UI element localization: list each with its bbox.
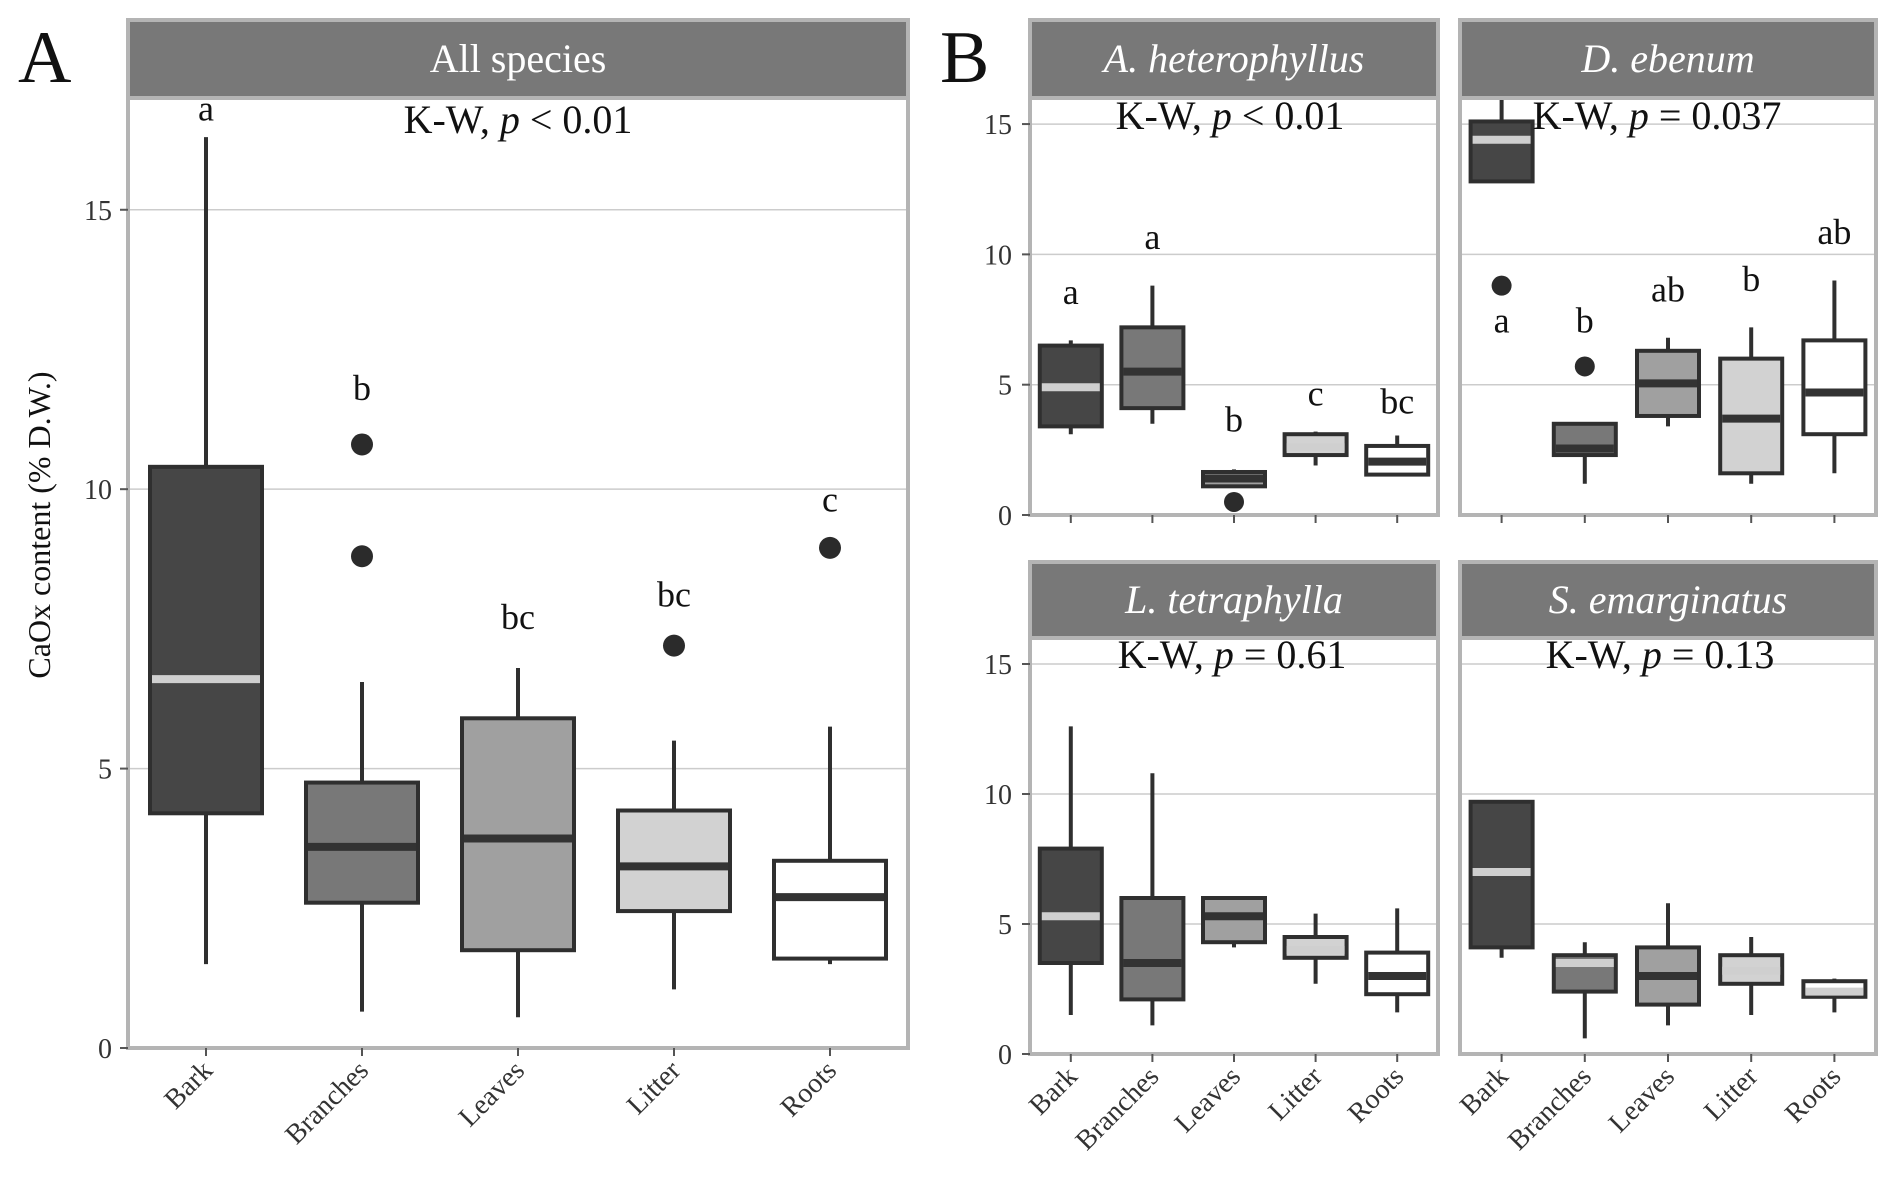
facet-title: A. heterophyllus [1101,36,1365,81]
significance-letter: bc [657,575,691,615]
box-leaves [460,716,576,953]
kruskal-wallis-annotation: K-W, p = 0.61 [1118,632,1347,677]
y-tick-label: 5 [998,910,1012,941]
facet-strip [1458,18,1878,100]
significance-letter: bc [1380,381,1414,421]
significance-letter: b [1576,301,1594,341]
y-tick-label: 0 [98,1034,112,1065]
box-bark [1468,119,1535,184]
box-roots [1801,338,1868,437]
significance-letter: ab [1817,212,1851,252]
significance-letter: bc [501,597,535,637]
y-tick-label: 15 [984,650,1012,681]
outlier-point [1491,275,1512,296]
outlier-point [351,433,373,456]
y-tick-label: 10 [984,780,1012,811]
kruskal-wallis-annotation: K-W, p = 0.13 [1546,632,1775,677]
panel-letter-a: A [18,17,71,99]
y-tick-label: 10 [84,475,112,506]
significance-letter: a [1494,301,1510,341]
box-bark [1037,846,1104,965]
box-bark [148,464,264,816]
y-tick-label: 0 [998,1040,1012,1071]
facet-strip [126,18,910,100]
facet-title: All species [430,36,607,81]
kruskal-wallis-annotation: K-W, p < 0.01 [1116,93,1345,138]
outlier-point [1224,491,1244,512]
significance-letter: b [1742,259,1760,299]
box-roots [772,858,888,961]
significance-letter: c [822,480,838,520]
significance-letter: ab [1651,269,1685,309]
y-tick-label: 10 [984,240,1012,271]
y-tick-label: 15 [984,110,1012,141]
kruskal-wallis-annotation: K-W, p < 0.01 [404,97,633,142]
box-branches [1119,896,1186,1002]
facet-strip [1028,560,1440,640]
y-tick-label: 5 [998,371,1012,402]
kruskal-wallis-annotation: K-W, p = 0.037 [1533,93,1782,138]
box-branches [304,780,420,905]
panel-letter-b: B [940,17,989,99]
facet-title: D. ebenum [1580,36,1754,81]
significance-letter: b [353,368,371,408]
facet-strip [1458,560,1878,640]
outlier-point [663,634,685,657]
y-tick-label: 5 [98,755,112,786]
significance-letter: b [1225,400,1243,440]
significance-letter: a [1144,217,1160,257]
significance-letter: c [1308,374,1324,414]
outlier-point [819,536,841,559]
facet-strip [1028,18,1440,100]
facet-title: L. tetraphylla [1124,577,1343,622]
y-axis-label: CaOx content (% D.W.) [21,371,57,678]
outlier-point [1574,356,1595,377]
significance-letter: a [1063,272,1079,312]
outlier-point [351,545,373,568]
y-tick-label: 0 [998,501,1012,532]
facet-title: S. emarginatus [1549,577,1788,622]
box-litter [616,808,732,914]
y-tick-label: 15 [84,196,112,227]
